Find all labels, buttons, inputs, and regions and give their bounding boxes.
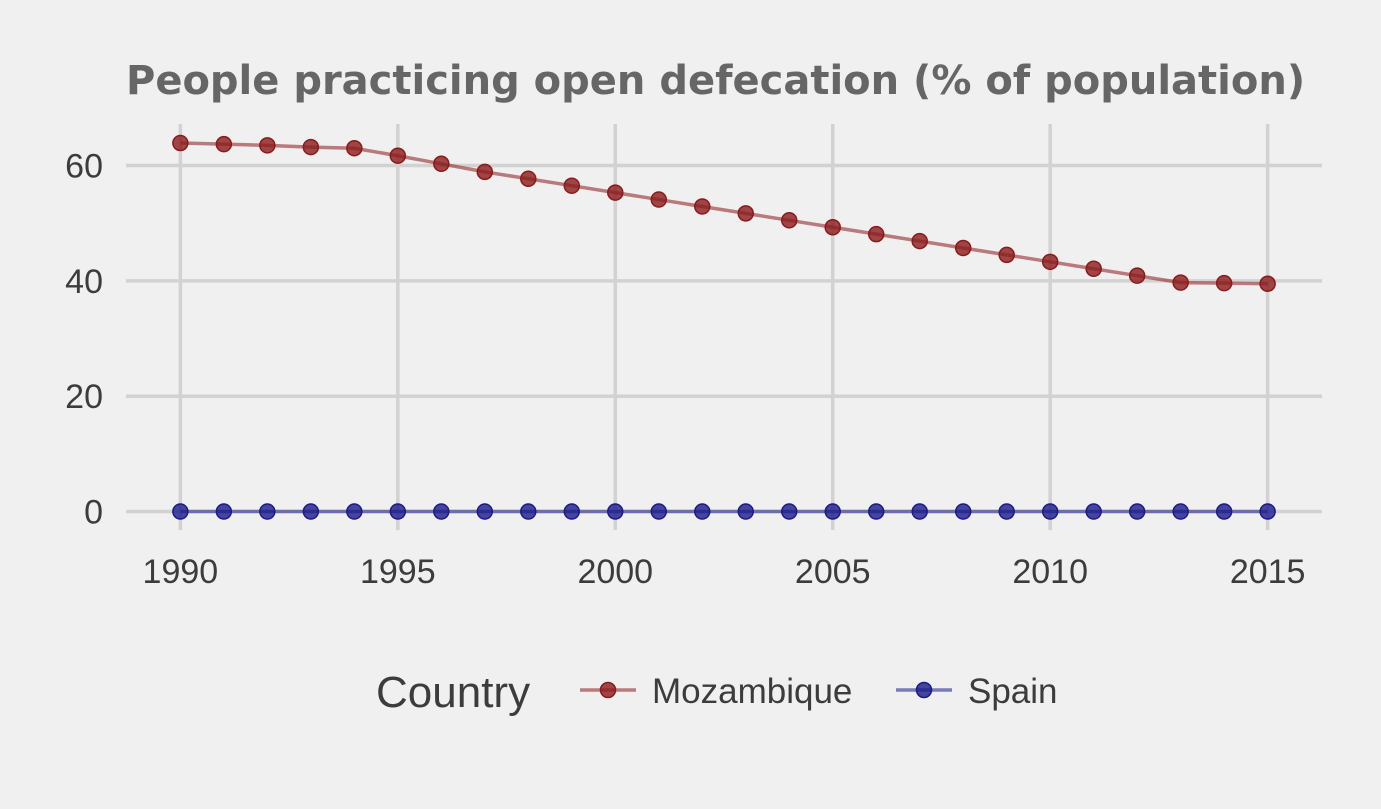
data-point: [1259, 275, 1276, 292]
data-point: [824, 503, 841, 520]
data-point: [954, 239, 972, 257]
data-point: [911, 503, 928, 520]
y-tick-label: 0: [84, 494, 103, 532]
data-point: [476, 503, 494, 520]
data-point: [1215, 503, 1233, 520]
data-point: [1041, 503, 1059, 520]
data-point: [346, 503, 363, 520]
data-point: [867, 503, 885, 520]
data-point: [737, 503, 754, 520]
legend-key: [896, 681, 952, 699]
data-point: [172, 134, 189, 152]
data-point: [998, 246, 1015, 264]
data-point: [520, 503, 537, 520]
legend-label: Mozambique: [652, 672, 852, 711]
chart-title: People practicing open defecation (% of …: [126, 58, 1305, 104]
x-tick-label: 1995: [360, 553, 436, 591]
legend-item-mozambique: Mozambique: [580, 672, 852, 711]
grid: [126, 124, 1322, 530]
y-axis-ticks: 0 20 40 60: [65, 148, 103, 532]
data-point: [694, 198, 711, 215]
y-tick-label: 60: [65, 148, 103, 186]
data-point: [433, 155, 450, 173]
data-point: [607, 184, 624, 201]
series: [172, 134, 1276, 520]
series-mozambique: [172, 134, 1276, 292]
x-tick-label: 1990: [143, 553, 219, 591]
data-point: [259, 503, 276, 520]
legend-label: Spain: [968, 672, 1058, 711]
data-point: [389, 147, 407, 164]
x-tick-label: 2000: [577, 553, 653, 591]
data-point: [824, 218, 841, 236]
data-point: [172, 503, 189, 520]
x-tick-label: 2015: [1230, 553, 1306, 591]
data-point: [215, 503, 233, 520]
data-point: [1259, 503, 1276, 520]
data-point: [433, 503, 450, 520]
data-point: [954, 503, 972, 520]
data-point: [607, 503, 624, 520]
legend-item-spain: Spain: [896, 672, 1058, 711]
series-spain: [172, 503, 1276, 520]
data-point: [302, 138, 320, 156]
legend: Country Mozambique Spain: [376, 668, 1058, 717]
data-point: [650, 503, 668, 520]
data-point: [563, 177, 581, 194]
data-point: [346, 139, 363, 157]
data-point: [1085, 503, 1102, 520]
x-tick-label: 2010: [1012, 553, 1088, 591]
legend-key: [580, 681, 636, 699]
data-point: [1128, 503, 1146, 520]
data-point: [259, 137, 276, 154]
x-axis-ticks: 1990 1995 2000 2005 2010 2015: [143, 553, 1306, 591]
x-tick-label: 2005: [795, 553, 871, 591]
data-point: [563, 503, 581, 520]
data-point: [1172, 274, 1189, 291]
data-point: [520, 170, 537, 188]
data-point: [1041, 253, 1059, 271]
legend-title: Country: [376, 668, 530, 717]
data-point: [780, 503, 798, 520]
data-point: [389, 503, 407, 520]
data-point: [650, 191, 668, 208]
y-tick-label: 20: [65, 378, 103, 416]
data-point: [302, 503, 320, 520]
data-point: [476, 163, 494, 181]
data-point: [1128, 267, 1146, 284]
data-point: [1215, 274, 1233, 292]
data-point: [998, 503, 1015, 520]
data-point: [1085, 260, 1102, 278]
data-point: [215, 135, 233, 153]
data-point: [737, 205, 754, 222]
data-point: [694, 503, 711, 520]
data-point: [911, 232, 928, 250]
data-point: [1172, 503, 1189, 520]
data-point: [867, 225, 885, 243]
data-point: [780, 212, 798, 229]
y-tick-label: 40: [65, 263, 103, 301]
